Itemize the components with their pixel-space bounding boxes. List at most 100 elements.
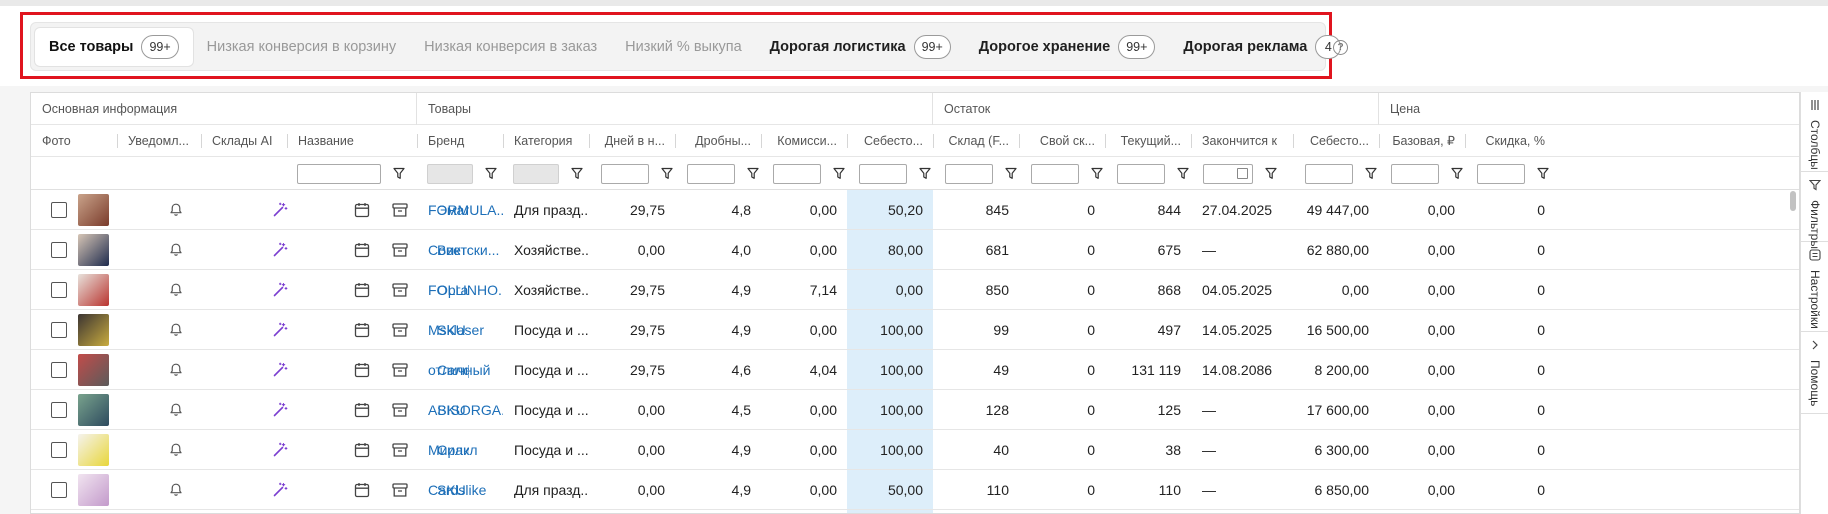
filter-funnel-icon[interactable] <box>1265 167 1277 180</box>
tab-7[interactable]: Дорогая реклама 4 <box>1169 28 1355 66</box>
product-thumbnail[interactable] <box>78 234 109 266</box>
column-separator[interactable] <box>1293 134 1294 148</box>
column-header[interactable]: Дробны... <box>695 134 751 148</box>
column-filter-input[interactable] <box>601 164 649 184</box>
row-checkbox[interactable] <box>51 322 67 338</box>
side-tab-settings[interactable]: Настройки <box>1801 242 1828 332</box>
product-thumbnail[interactable] <box>78 314 109 346</box>
column-header[interactable]: Базовая, ₽ <box>1392 134 1455 148</box>
row-checkbox[interactable] <box>51 442 67 458</box>
row-checkbox[interactable] <box>51 362 67 378</box>
product-name-link[interactable]: Силик <box>437 442 469 458</box>
filter-funnel-icon[interactable] <box>485 167 497 180</box>
column-header[interactable]: Уведомл... <box>128 134 189 148</box>
brand-link[interactable]: Советски... <box>428 242 500 258</box>
product-thumbnail[interactable] <box>78 394 109 426</box>
row-checkbox[interactable] <box>51 242 67 258</box>
help-icon[interactable]: ? <box>1333 40 1348 55</box>
column-filter-input[interactable] <box>859 164 907 184</box>
tab-4[interactable]: Низкий % выкупа <box>611 28 756 66</box>
column-header[interactable]: Текущий... <box>1120 134 1181 148</box>
filter-funnel-icon[interactable] <box>1365 167 1377 180</box>
archive-icon[interactable] <box>391 441 409 459</box>
calendar-icon[interactable] <box>353 401 371 419</box>
filter-funnel-icon[interactable] <box>1451 167 1463 180</box>
column-filter-input[interactable] <box>945 164 993 184</box>
bell-icon[interactable] <box>167 241 185 259</box>
brand-link[interactable]: ABISORGA... <box>428 402 503 418</box>
magic-wand-icon[interactable] <box>271 281 289 299</box>
magic-wand-icon[interactable] <box>271 321 289 339</box>
column-filter-input[interactable] <box>513 164 559 184</box>
column-separator[interactable] <box>503 134 504 148</box>
column-header[interactable]: Склад (F... <box>948 134 1009 148</box>
magic-wand-icon[interactable] <box>271 241 289 259</box>
product-thumbnail[interactable] <box>78 194 109 226</box>
table-row[interactable]: СиликМиракл Посуда и ... 0,00 4,9 0,00 100,00… <box>31 430 1799 470</box>
column-header[interactable]: Фото <box>42 134 71 148</box>
filter-funnel-icon[interactable] <box>571 167 583 180</box>
bell-icon[interactable] <box>167 321 185 339</box>
tab-1[interactable]: Все товары 99+ <box>35 27 193 66</box>
product-name-link[interactable]: Салфе <box>437 362 469 378</box>
column-header[interactable]: Название <box>298 134 354 148</box>
filter-funnel-icon[interactable] <box>747 167 759 180</box>
tab-6[interactable]: Дорогое хранение 99+ <box>965 28 1170 66</box>
column-filter-input[interactable] <box>427 164 473 184</box>
column-separator[interactable] <box>1191 134 1192 148</box>
brand-link[interactable]: FOLLINHO... <box>428 282 503 298</box>
filter-funnel-icon[interactable] <box>393 167 405 180</box>
product-name-link[interactable]: SKU 18 <box>437 482 469 498</box>
product-name-link[interactable]: Виктор <box>437 242 469 258</box>
archive-icon[interactable] <box>391 241 409 259</box>
archive-icon[interactable] <box>391 361 409 379</box>
column-header[interactable]: Категория <box>514 134 573 148</box>
table-row[interactable]: SKU 13ABISORGA... Посуда и ... 0,00 4,5 0,00… <box>31 390 1799 430</box>
column-header[interactable]: Себесто... <box>1309 134 1369 148</box>
column-filter-input[interactable] <box>1203 164 1253 184</box>
vertical-scrollbar[interactable] <box>1790 191 1796 211</box>
column-header[interactable]: Скидка, % <box>1485 134 1545 148</box>
table-row[interactable]: ВикторСоветски... Хозяйстве... 0,00 4,0 0,00… <box>31 230 1799 270</box>
bell-icon[interactable] <box>167 281 185 299</box>
calendar-icon[interactable] <box>353 361 371 379</box>
column-header[interactable]: Дней в н... <box>604 134 665 148</box>
filter-funnel-icon[interactable] <box>919 167 931 180</box>
column-header[interactable]: Бренд <box>428 134 465 148</box>
column-header[interactable]: Закончится к <box>1202 134 1278 148</box>
magic-wand-icon[interactable] <box>271 481 289 499</box>
product-name-link[interactable]: SKU 70 <box>437 322 469 338</box>
brand-link[interactable]: FORMULA... <box>428 202 503 218</box>
table-row[interactable]: SKU 18Cardslike Для празд... 0,00 4,9 0,00 50… <box>31 470 1799 510</box>
column-header[interactable]: Свой ск... <box>1039 134 1095 148</box>
calendar-icon[interactable] <box>353 481 371 499</box>
column-separator[interactable] <box>847 134 848 148</box>
archive-icon[interactable] <box>391 481 409 499</box>
tab-2[interactable]: Низкая конверсия в корзину <box>193 28 411 66</box>
column-header[interactable]: Комисси... <box>777 134 837 148</box>
column-filter-input[interactable] <box>1391 164 1439 184</box>
bell-icon[interactable] <box>167 481 185 499</box>
column-filter-input[interactable] <box>687 164 735 184</box>
column-separator[interactable] <box>1379 134 1380 148</box>
row-checkbox[interactable] <box>51 482 67 498</box>
filter-funnel-icon[interactable] <box>1005 167 1017 180</box>
column-separator[interactable] <box>1019 134 1020 148</box>
magic-wand-icon[interactable] <box>271 441 289 459</box>
side-tab-help-chevron[interactable]: Помощь <box>1801 332 1828 414</box>
archive-icon[interactable] <box>391 201 409 219</box>
column-filter-input[interactable] <box>1477 164 1525 184</box>
side-tab-filter[interactable]: Фильтры <box>1801 172 1828 249</box>
column-separator[interactable] <box>201 134 202 148</box>
column-filter-input[interactable] <box>297 164 381 184</box>
calendar-icon[interactable] <box>353 441 371 459</box>
bell-icon[interactable] <box>167 361 185 379</box>
brand-link[interactable]: Миракл <box>428 442 478 458</box>
table-row[interactable]: ЭмальFORMULA... Для празд... 29,75 4,8 0,00 5… <box>31 190 1799 230</box>
column-filter-input[interactable] <box>773 164 821 184</box>
archive-icon[interactable] <box>391 281 409 299</box>
filter-funnel-icon[interactable] <box>1177 167 1189 180</box>
product-name-link[interactable]: Эмаль <box>437 202 469 218</box>
row-checkbox[interactable] <box>51 202 67 218</box>
calendar-icon[interactable] <box>353 321 371 339</box>
